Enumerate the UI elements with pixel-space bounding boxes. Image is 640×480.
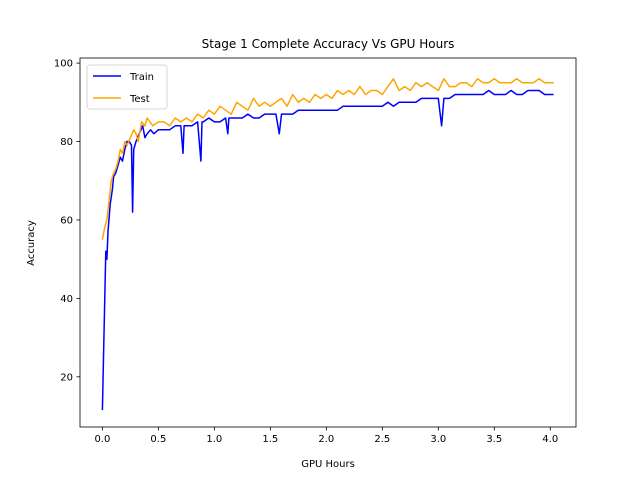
legend-box: [86, 64, 168, 110]
x-tick-label: 0.0: [94, 434, 110, 445]
plot-frame: [79, 57, 577, 428]
x-tick-label: 1.0: [206, 434, 222, 445]
y-tick-label: 80: [60, 137, 73, 148]
plot-area: [79, 57, 577, 428]
x-axis: 0.0 0.5 1.0 1.5 2.0 2.5 3.0 3.5 4.0: [94, 427, 558, 445]
legend-label-test: Test: [129, 94, 150, 105]
series-line-train: [101, 89, 554, 411]
x-axis-title: GPU Hours: [301, 459, 355, 470]
y-tick-label: 100: [54, 59, 73, 70]
x-tick-label: 3.0: [430, 434, 446, 445]
x-tick-label: 2.5: [374, 434, 390, 445]
chart-title: Stage 1 Complete Accuracy Vs GPU Hours: [202, 37, 455, 51]
y-axis: 20 40 60 80 100: [54, 59, 80, 383]
x-tick-label: 0.5: [150, 434, 166, 445]
y-tick-label: 40: [60, 294, 73, 305]
x-tick-label: 1.5: [262, 434, 278, 445]
legend-label-train: Train: [129, 72, 154, 83]
y-tick-label: 20: [60, 372, 73, 383]
x-tick-label: 3.5: [486, 434, 502, 445]
legend: Train Test: [86, 64, 168, 110]
series-line-test: [101, 78, 554, 240]
x-tick-label: 4.0: [542, 434, 558, 445]
y-tick-label: 60: [60, 215, 73, 226]
x-tick-label: 2.0: [318, 434, 334, 445]
y-axis-title: Accuracy: [26, 220, 37, 266]
